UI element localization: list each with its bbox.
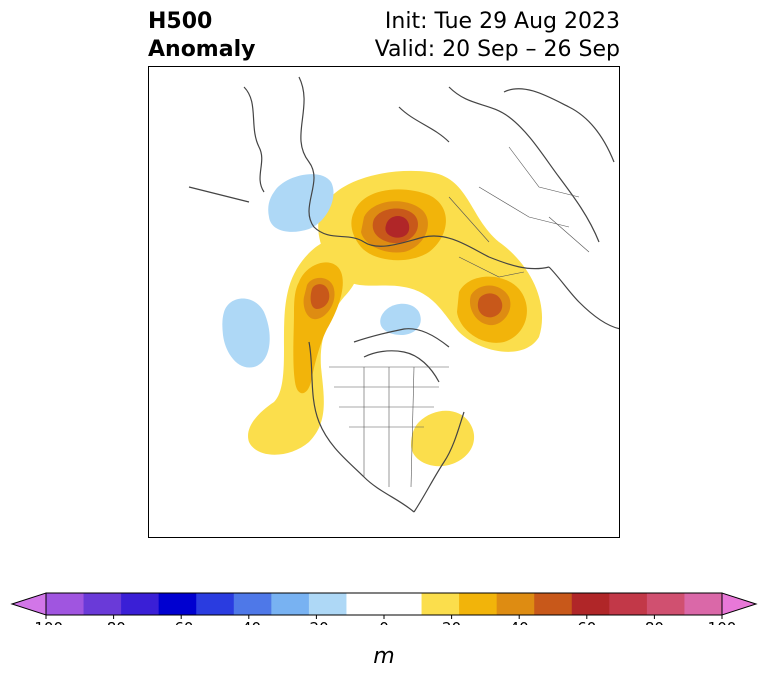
anomaly-map xyxy=(188,76,619,513)
colorbar-cell xyxy=(646,593,685,615)
colorbar-tick-label: -20 xyxy=(304,619,329,625)
colorbar-cell xyxy=(571,593,610,615)
political-borders xyxy=(329,146,590,488)
colorbar-tick-label: -40 xyxy=(237,619,262,625)
map-title: H500 Anomaly xyxy=(148,8,255,64)
colorbar-tick-label: -100 xyxy=(29,619,63,625)
colorbar-tick-label: -60 xyxy=(169,619,194,625)
map-panel xyxy=(148,66,620,538)
colorbar-tick-label: 40 xyxy=(510,619,529,625)
colorbar-cell xyxy=(384,593,423,615)
colorbar-cell xyxy=(308,593,347,615)
valid-time-header: Init: Tue 29 Aug 2023 Valid: 20 Sep – 26… xyxy=(375,8,620,64)
colorbar-tick-label: 100 xyxy=(708,619,737,625)
colorbar-tick-label: 0 xyxy=(379,619,389,625)
colorbar-tick-label: -80 xyxy=(101,619,126,625)
title-line-2: Anomaly xyxy=(148,37,256,62)
positive-anomaly-region-pacific-max xyxy=(310,284,330,309)
positive-anomaly-region-atlantic xyxy=(411,410,475,467)
colorbar-cell xyxy=(496,593,535,615)
negative-anomaly-region-north-pacific xyxy=(222,298,270,368)
negative-anomaly-region-greenland xyxy=(380,303,421,335)
positive-anomaly-region-europe-max xyxy=(477,293,503,318)
colorbar-tick-label: 80 xyxy=(645,619,664,625)
colorbar-cell xyxy=(271,593,310,615)
colorbar-cell xyxy=(421,593,460,615)
colorbar-cell xyxy=(233,593,272,615)
colorbar: -100 -80 -60 -40 -20 0 20 40 60 80 100 xyxy=(10,592,758,625)
colorbar-outline xyxy=(45,592,723,616)
title-line-1: H500 xyxy=(148,9,213,34)
colorbar-extend-low-arrow xyxy=(10,592,47,616)
valid-range-label: Valid: 20 Sep – 26 Sep xyxy=(374,37,620,62)
colorbar-cell xyxy=(346,593,385,615)
colorbar-cell xyxy=(459,593,498,615)
colorbar-cell xyxy=(83,593,122,615)
positive-anomaly-region-eurasia-peak xyxy=(385,216,410,238)
colorbar-tick-label: 20 xyxy=(442,619,461,625)
colorbar-cell xyxy=(534,593,573,615)
colorbar-extend-high-arrow xyxy=(721,592,758,616)
colorbar-cell xyxy=(609,593,648,615)
colorbar-cell xyxy=(684,593,723,615)
negative-anomaly-region-siberia xyxy=(268,174,334,232)
colorbar-cell xyxy=(46,593,85,615)
coastlines xyxy=(188,76,619,513)
colorbar-tick-label: 60 xyxy=(577,619,596,625)
colorbar-unit-label: m xyxy=(373,644,395,669)
init-date-label: Init: Tue 29 Aug 2023 xyxy=(384,9,620,34)
colorbar-cell xyxy=(158,593,197,615)
colorbar-cell xyxy=(121,593,160,615)
colorbar-cell xyxy=(196,593,235,615)
